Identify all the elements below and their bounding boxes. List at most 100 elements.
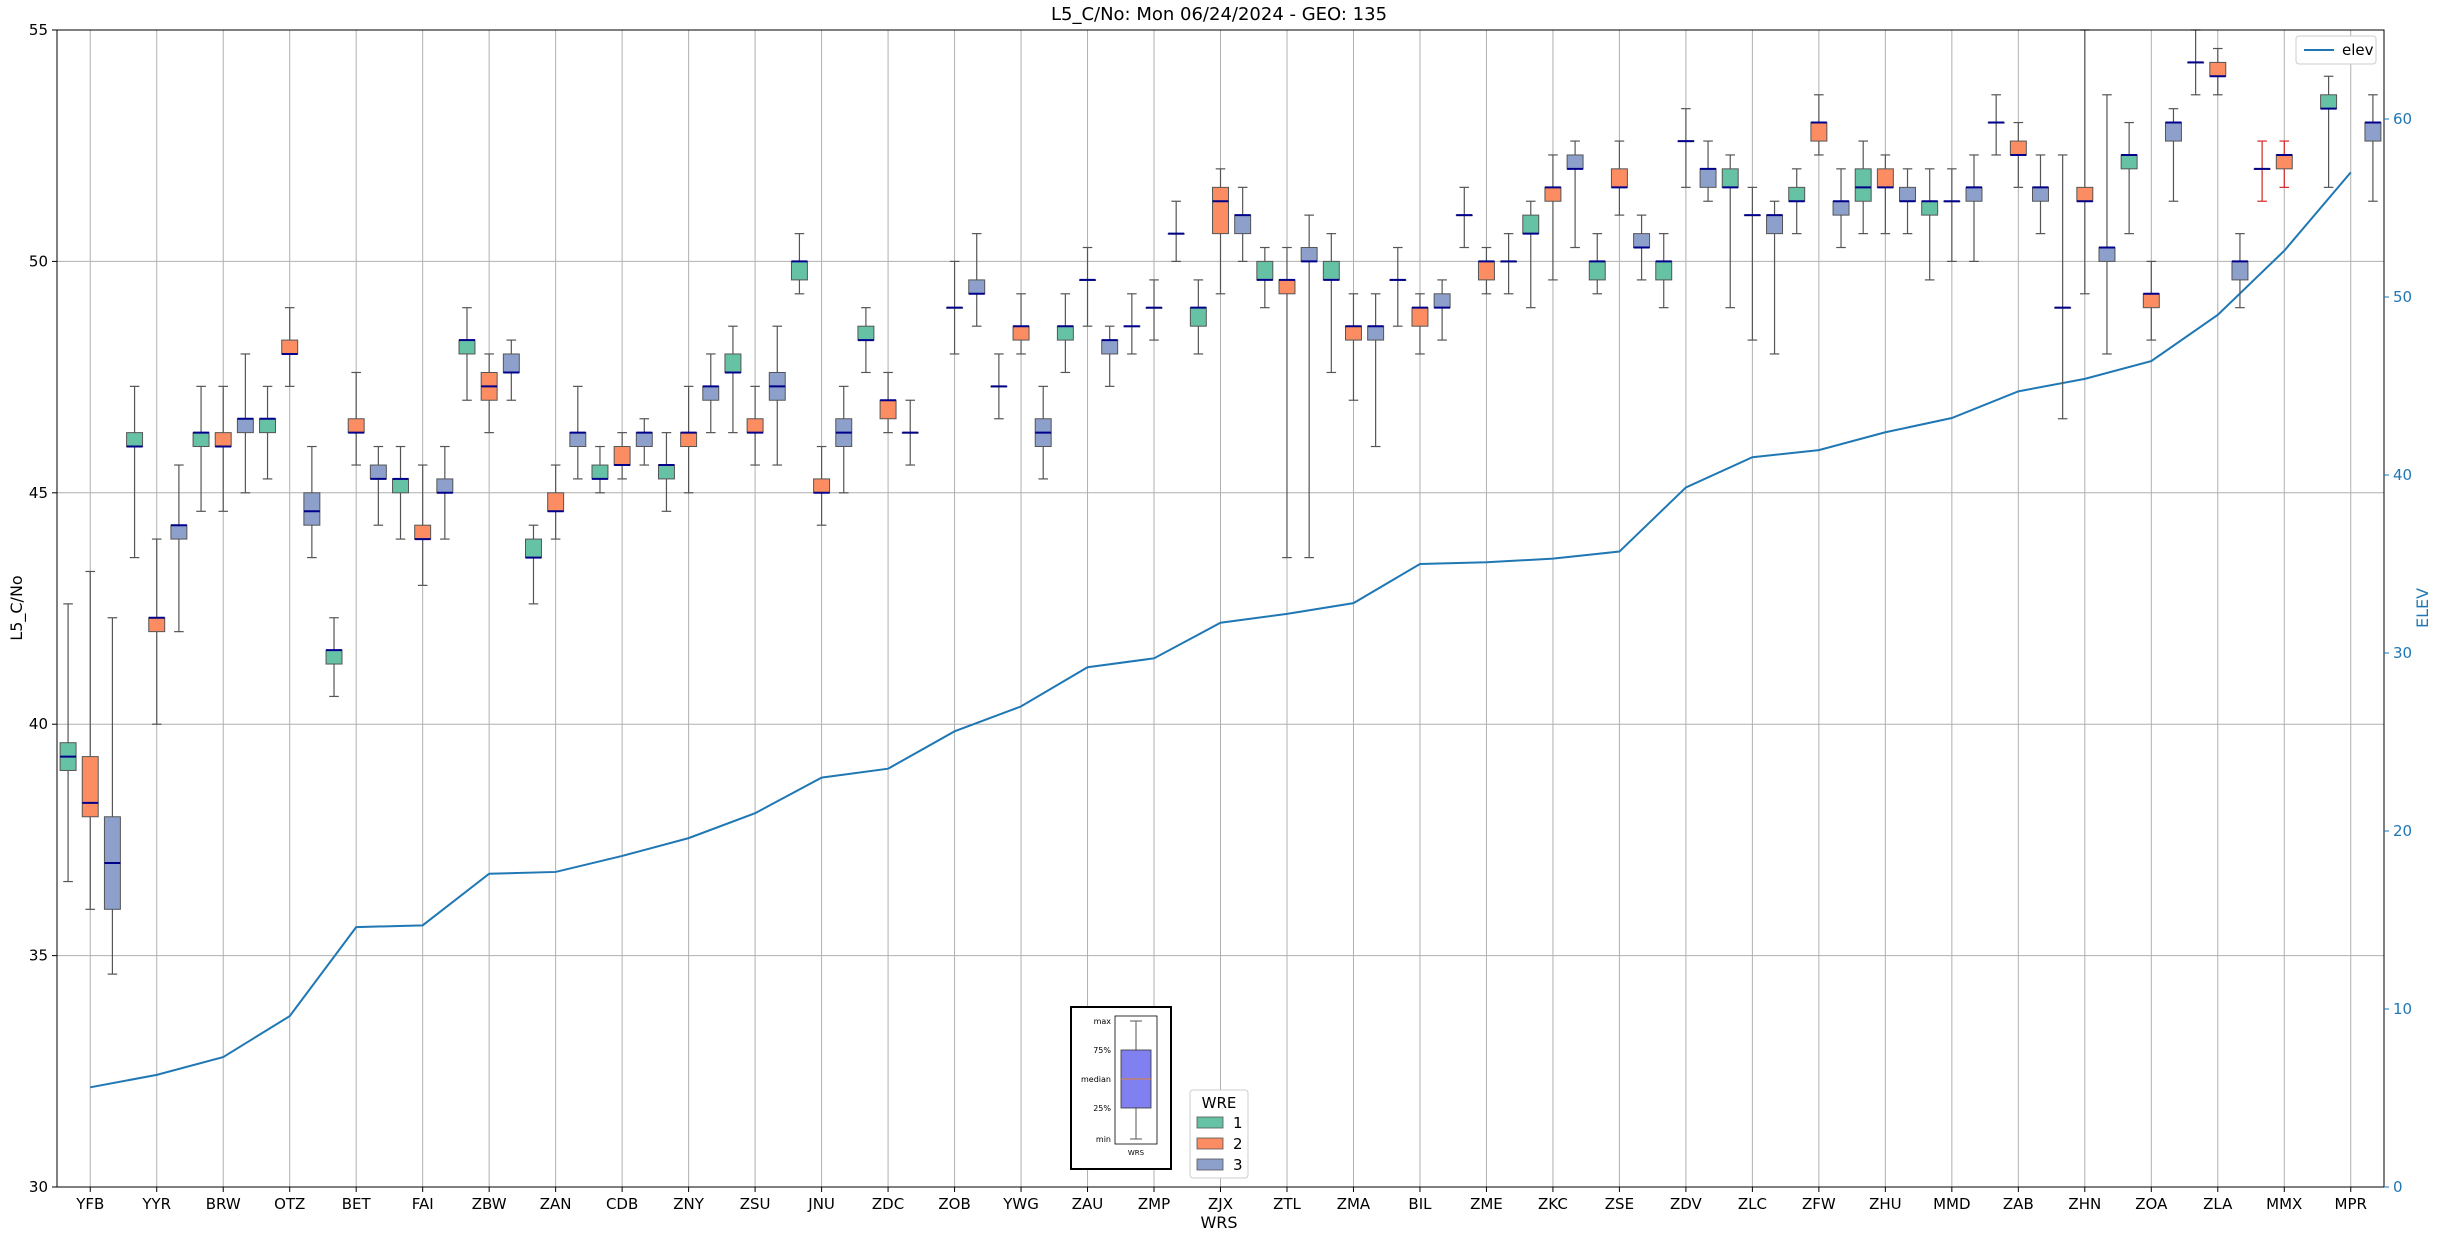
- box-iqr: [1721, 168, 1739, 188]
- box-wre1: [392, 445, 409, 540]
- box-iqr: [1854, 168, 1872, 202]
- x-tick-label: CDB: [606, 1195, 638, 1213]
- box-wre1: [2253, 140, 2271, 202]
- box-iqr: [1212, 186, 1229, 235]
- box-wre3: [2098, 94, 2116, 355]
- box-wre1: [1389, 246, 1407, 327]
- box-iqr: [502, 353, 520, 373]
- x-tick-label: ZDV: [1670, 1195, 1703, 1213]
- box-iqr: [1012, 325, 1030, 341]
- box-iqr: [1566, 154, 1584, 170]
- box-iqr: [259, 418, 277, 434]
- box-wre2: [946, 260, 964, 355]
- box-iqr: [1544, 186, 1562, 202]
- box-wre1: [1322, 233, 1340, 374]
- box-wre1: [1455, 186, 1473, 249]
- x-tick-label: ZMA: [1337, 1195, 1371, 1213]
- x-tick-label: ZAU: [1072, 1195, 1104, 1213]
- right-tick-label: 40: [2393, 466, 2412, 484]
- x-axis-label: WRS: [1200, 1213, 1237, 1232]
- box-wre3: [2364, 94, 2382, 202]
- y-axis-label: L5_C/No: [7, 575, 27, 640]
- box-wre3: [1234, 186, 1252, 262]
- box-iqr: [1367, 325, 1385, 341]
- x-tick-label: ZSU: [740, 1195, 771, 1213]
- box-iqr: [857, 325, 875, 341]
- box-wre3: [1899, 168, 1916, 235]
- x-tick-label: BRW: [206, 1195, 241, 1213]
- box-iqr: [1234, 214, 1252, 235]
- inset-inner-frame: [1114, 1015, 1158, 1145]
- box-iqr: [1322, 260, 1340, 281]
- box-wre2: [480, 353, 498, 434]
- box-wre2: [281, 307, 299, 387]
- box-iqr: [790, 260, 808, 281]
- x-tick-label: YFB: [75, 1195, 104, 1213]
- elev-line-layer: [90, 171, 2352, 1089]
- box-iqr: [1766, 214, 1784, 235]
- box-wre1: [259, 385, 277, 480]
- box-wre3: [1832, 168, 1850, 249]
- box-wre2: [214, 385, 232, 512]
- box-iqr: [1522, 214, 1540, 235]
- wre-legend-label-3: 3: [1233, 1156, 1243, 1174]
- box-wre2: [1012, 293, 1030, 355]
- box-wre3: [1433, 279, 1451, 341]
- box-iqr: [81, 756, 99, 818]
- box-iqr: [1588, 260, 1606, 281]
- box-wre3: [1566, 140, 1584, 249]
- inset-label-75: 75%: [1093, 1046, 1111, 1055]
- right-tick-label: 20: [2393, 822, 2412, 840]
- box-wre2: [1544, 154, 1562, 281]
- box-wre1: [724, 325, 742, 434]
- box-wre1: [2120, 121, 2138, 235]
- box-wre1: [990, 353, 1008, 420]
- inset-box-legend: max 75% median 25% min WRS: [1070, 1006, 1172, 1170]
- box-wre1: [2320, 75, 2338, 188]
- box-wre2: [2209, 47, 2227, 96]
- box-iqr: [1965, 186, 1983, 202]
- x-tick-label: FAI: [412, 1195, 434, 1213]
- wre-legend-swatch-3: [1196, 1158, 1224, 1171]
- box-wre3: [569, 385, 587, 480]
- box-wre2: [1477, 246, 1495, 295]
- box-wre2: [414, 464, 432, 586]
- box-iqr: [2275, 154, 2293, 170]
- box-wre3: [2231, 233, 2249, 309]
- box-wre1: [1056, 293, 1074, 374]
- box-wre2: [1145, 279, 1163, 341]
- x-tick-label: ZSE: [1605, 1195, 1634, 1213]
- wre-legend-title: WRE: [1202, 1094, 1237, 1112]
- box-iqr: [281, 339, 299, 355]
- x-tick-label: ZME: [1470, 1195, 1503, 1213]
- wre-legend-label-2: 2: [1233, 1135, 1243, 1153]
- box-wre3: [502, 339, 520, 401]
- box-iqr: [1832, 200, 1850, 216]
- box-iqr: [1921, 200, 1939, 216]
- box-wre1: [325, 617, 343, 698]
- box-iqr: [414, 524, 432, 540]
- right-tick-label: 60: [2393, 110, 2412, 128]
- box-iqr: [1477, 260, 1495, 281]
- y-tick-label: 30: [29, 1178, 48, 1196]
- box-iqr: [2320, 94, 2338, 110]
- box-wre3: [1300, 214, 1318, 559]
- box-wre2: [2009, 121, 2027, 188]
- box-iqr: [1610, 168, 1628, 188]
- box-iqr: [2076, 186, 2094, 202]
- y-axis-ticks: 30 35 40 45 50 55: [29, 21, 57, 1196]
- box-wre1: [591, 445, 609, 494]
- box-iqr: [392, 478, 409, 494]
- box-iqr: [657, 464, 675, 480]
- x-tick-label: JNU: [807, 1195, 835, 1213]
- inset-frame: [1070, 1006, 1172, 1170]
- elev-legend-frame: [2295, 35, 2377, 65]
- box-iqr: [1433, 293, 1451, 309]
- box-iqr: [347, 418, 365, 434]
- box-iqr: [1101, 339, 1119, 355]
- box-iqr: [1788, 186, 1806, 202]
- right-tick-label: 30: [2393, 644, 2412, 662]
- box-wre3: [635, 418, 653, 466]
- box-wre3: [968, 233, 986, 327]
- chart-title: L5_C/No: Mon 06/24/2024 - GEO: 135: [1051, 4, 1387, 25]
